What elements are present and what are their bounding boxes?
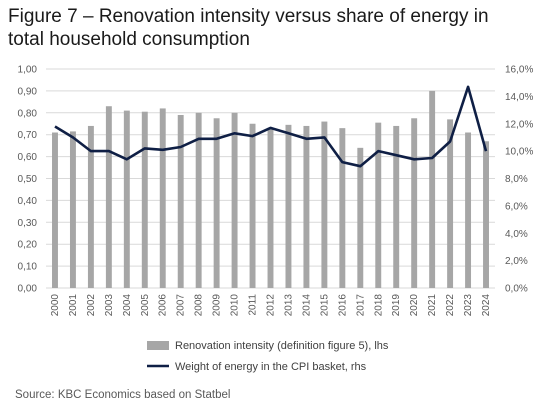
x-tick-label: 2009: [212, 294, 223, 317]
bar: [285, 124, 292, 288]
left-tick-label: 0,40: [18, 196, 38, 207]
source-note: Source: KBC Economics based on Statbel: [15, 389, 231, 401]
x-tick-label: 2010: [230, 294, 241, 317]
bar: [411, 118, 418, 289]
bar: [159, 108, 166, 288]
bar: [429, 90, 436, 289]
x-tick-label: 2020: [409, 294, 420, 317]
left-tick-label: 0,00: [18, 284, 38, 295]
x-tick-label: 2014: [301, 294, 312, 317]
x-tick-label: 2024: [481, 294, 492, 317]
bar: [195, 112, 202, 288]
x-tick-label: 2022: [445, 294, 456, 317]
left-tick-label: 0,20: [18, 240, 38, 251]
left-tick-label: 0,50: [18, 174, 38, 185]
left-tick-label: 0,70: [18, 130, 38, 141]
x-tick-label: 2004: [122, 294, 133, 317]
right-tick-label: 8,0%: [505, 174, 528, 185]
left-tick-label: 1,00: [18, 65, 38, 76]
right-tick-label: 0,0%: [505, 284, 528, 295]
bar: [213, 118, 220, 289]
x-tick-label: 2003: [104, 294, 115, 317]
x-tick-label: 2001: [68, 294, 79, 317]
bar: [52, 132, 58, 288]
bar: [123, 110, 130, 288]
right-tick-label: 2,0%: [505, 256, 528, 267]
right-tick-label: 6,0%: [505, 201, 528, 212]
bar: [465, 132, 472, 288]
left-tick-label: 0,30: [18, 218, 38, 229]
bar-series: [52, 90, 489, 289]
x-axis: 2000 2001 2002 2003 2004 2005 2006 2007 2008 2009…: [50, 294, 492, 317]
x-tick-label: 2018: [373, 294, 384, 317]
line-series: [54, 85, 488, 168]
bar: [375, 122, 382, 288]
x-tick-label: 2008: [194, 294, 205, 317]
bar: [303, 125, 310, 288]
bar: [339, 128, 346, 288]
left-tick-label: 0,80: [18, 108, 38, 119]
left-tick-label: 0,60: [18, 152, 38, 163]
right-tick-label: 12,0%: [505, 119, 533, 130]
x-tick-label: 2002: [86, 294, 97, 317]
bar: [447, 119, 454, 289]
x-tick-label: 2016: [337, 294, 348, 317]
legend: Renovation intensity (definition figure …: [147, 340, 389, 373]
x-tick-label: 2000: [50, 294, 61, 317]
x-tick-label: 2011: [248, 294, 259, 316]
right-tick-label: 4,0%: [505, 229, 528, 240]
gridlines: [46, 68, 495, 289]
bar: [267, 128, 274, 288]
bar: [231, 112, 238, 288]
right-tick-label: 10,0%: [505, 147, 533, 158]
bar: [393, 125, 400, 288]
bar: [483, 141, 489, 288]
x-tick-label: 2021: [427, 294, 438, 317]
legend-line-label: Weight of energy in the CPI basket, rhs: [175, 361, 367, 373]
x-tick-label: 2015: [319, 294, 330, 317]
bar: [141, 111, 148, 288]
bar: [87, 125, 94, 288]
legend-bar-swatch: [147, 341, 169, 350]
x-tick-label: 2005: [140, 294, 151, 317]
bar: [69, 131, 76, 288]
bar: [105, 106, 112, 288]
bar: [177, 114, 184, 289]
x-tick-label: 2006: [158, 294, 169, 317]
x-tick-label: 2012: [266, 294, 277, 317]
x-tick-label: 2007: [176, 294, 187, 317]
right-tick-label: 16,0%: [505, 65, 533, 76]
bar: [357, 147, 364, 288]
chart-title: Figure 7 – Renovation intensity versus s…: [8, 6, 489, 50]
right-axis: 0,0% 2,0% 4,0% 6,0% 8,0% 10,0% 12,0% 14,0% 16,0%: [505, 65, 533, 295]
bar: [249, 123, 256, 288]
bar: [321, 121, 328, 288]
left-tick-label: 0,10: [18, 262, 38, 273]
left-axis: 0,00 0,10 0,20 0,30 0,40 0,50 0,60 0,70 0,80 0,90…: [18, 65, 38, 295]
x-tick-label: 2023: [463, 294, 474, 317]
right-tick-label: 14,0%: [505, 92, 533, 103]
left-tick-label: 0,90: [18, 86, 38, 97]
legend-bar-label: Renovation intensity (definition figure …: [175, 340, 389, 352]
x-tick-label: 2019: [391, 294, 402, 317]
x-tick-label: 2013: [283, 294, 294, 317]
x-tick-label: 2017: [355, 294, 366, 317]
